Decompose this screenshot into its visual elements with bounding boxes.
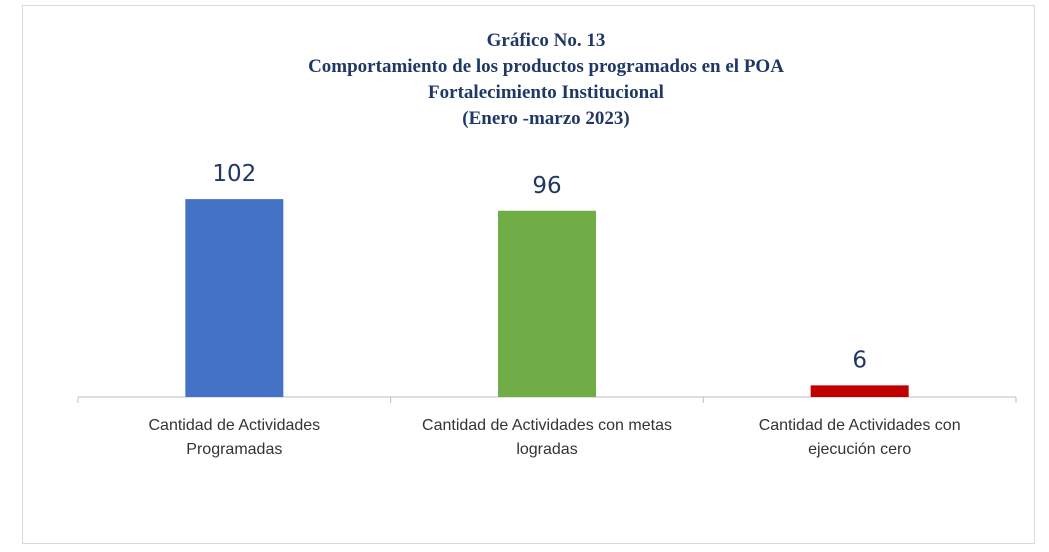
data-label: 96 (532, 173, 561, 199)
x-tick-label: Cantidad de Actividades con metas lograd… (422, 417, 672, 458)
bar (498, 210, 596, 397)
x-tick-label: Cantidad de Actividades con ejecución ce… (758, 417, 961, 458)
bar (185, 199, 284, 397)
chart-title: Fortalecimiento Institucional (428, 82, 664, 103)
data-label: 6 (852, 347, 867, 373)
data-label: 102 (212, 161, 256, 187)
bar (810, 385, 909, 397)
chart-title: Comportamiento de los productos programa… (308, 56, 784, 77)
x-tick-label: Cantidad de Actividades Programadas (148, 417, 321, 458)
chart-title: (Enero -marzo 2023) (462, 108, 629, 129)
chart-title: Gráfico No. 13 (487, 30, 606, 51)
chart-frame (22, 5, 1035, 544)
